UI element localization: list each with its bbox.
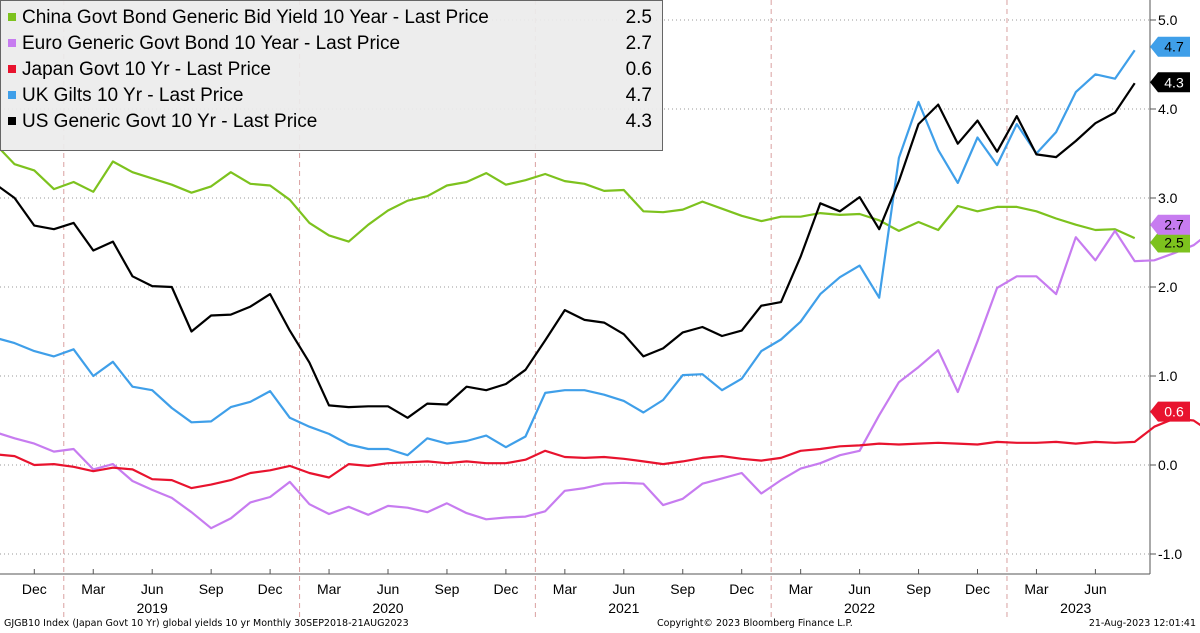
x-tick-label: Mar (317, 581, 341, 597)
last-value-tag-text: 2.5 (1164, 235, 1184, 251)
x-tick-label: Mar (789, 581, 813, 597)
x-tick-label: Mar (1024, 581, 1048, 597)
series-line (0, 49, 1136, 457)
y-tick-label: 1.0 (1158, 368, 1178, 384)
x-tick-label: Jun (141, 581, 164, 597)
x-tick-label: Mar (553, 581, 577, 597)
x-tick-label: Jun (377, 581, 400, 597)
x-year-label: 2020 (372, 600, 403, 616)
x-axis: Dec Mar Jun Sep Dec Mar Jun Sep Dec Mar Jun Sep Dec M… (22, 569, 1107, 616)
last-value-tag-bg (1150, 36, 1190, 57)
x-tick-label: Sep (670, 581, 695, 597)
legend-box (0, 0, 663, 151)
last-value-tag: 4.7 (1150, 36, 1190, 57)
footer-source-text: GJGB10 Index (Japan Govt 10 Yr) global y… (4, 618, 409, 629)
legend: China Govt Bond Generic Bid Yield 10 Yea… (0, 0, 663, 151)
series-lines (0, 49, 1200, 530)
y-tick-label: 2.0 (1158, 279, 1178, 295)
x-tick-label: Dec (22, 581, 47, 597)
y-tick-label: 3.0 (1158, 190, 1178, 206)
y-tick-label: 5.0 (1158, 12, 1178, 28)
last-value-tags: 2.5 2.7 0.6 4.7 4.3 (1150, 36, 1190, 422)
series-line (0, 147, 1136, 243)
legend-item-name: Euro Generic Govt Bond 10 Year - Last Pr… (22, 33, 400, 54)
x-tick-label: Jun (1084, 581, 1107, 597)
legend-swatch (8, 91, 16, 99)
legend-item-value: 0.6 (626, 59, 652, 80)
footer-timestamp: 21-Aug-2023 12:01:41 (1088, 618, 1196, 629)
last-value-tag-bg (1150, 72, 1190, 93)
y-axis: 5.0 4.0 3.0 2.0 1.0 0.0 -1.0 (1150, 12, 1182, 562)
y-tick-label: -1.0 (1158, 546, 1182, 562)
x-tick-label: Dec (258, 581, 283, 597)
last-value-tag: 2.5 (1150, 232, 1190, 253)
legend-swatch (8, 117, 16, 125)
x-year-label: 2019 (137, 600, 168, 616)
last-value-tag-bg (1150, 401, 1190, 422)
x-tick-label: Jun (848, 581, 871, 597)
last-value-tag-text: 4.7 (1164, 39, 1184, 55)
x-tick-label: Mar (81, 581, 105, 597)
legend-swatch (8, 13, 16, 21)
legend-item-name: China Govt Bond Generic Bid Yield 10 Yea… (22, 7, 489, 28)
legend-item-value: 2.5 (626, 7, 652, 28)
last-value-tag: 0.6 (1150, 401, 1190, 422)
legend-item-name: UK Gilts 10 Yr - Last Price (22, 85, 243, 106)
last-value-tag: 4.3 (1150, 72, 1190, 93)
last-value-tag-text: 4.3 (1164, 74, 1184, 90)
last-value-tag-text: 0.6 (1164, 404, 1184, 420)
x-year-label: 2021 (608, 600, 639, 616)
x-year-label: 2023 (1060, 600, 1091, 616)
series-line (0, 229, 1200, 530)
series-line (0, 417, 1200, 490)
x-tick-label: Dec (493, 581, 518, 597)
last-value-tag-bg (1150, 232, 1190, 253)
legend-item-name: US Generic Govt 10 Yr - Last Price (22, 111, 317, 132)
legend-item-value: 4.3 (626, 111, 652, 132)
legend-item-value: 2.7 (626, 33, 652, 54)
x-year-label: 2022 (844, 600, 875, 616)
last-value-tag-bg (1150, 214, 1190, 235)
legend-item-value: 4.7 (626, 85, 652, 106)
legend-item-name: Japan Govt 10 Yr - Last Price (22, 59, 271, 80)
legend-swatch (8, 65, 16, 73)
last-value-tag-text: 2.7 (1164, 217, 1184, 233)
x-tick-label: Dec (729, 581, 754, 597)
x-tick-label: Dec (965, 581, 990, 597)
y-tick-label: 4.0 (1158, 101, 1178, 117)
series-line (0, 82, 1136, 419)
x-tick-label: Sep (906, 581, 931, 597)
y-tick-label: 0.0 (1158, 457, 1178, 473)
x-tick-label: Sep (434, 581, 459, 597)
legend-swatch (8, 39, 16, 47)
x-tick-label: Sep (199, 581, 224, 597)
x-tick-label: Jun (613, 581, 636, 597)
last-value-tag: 2.7 (1150, 214, 1190, 235)
footer-copyright: Copyright© 2023 Bloomberg Finance L.P. (657, 618, 853, 629)
